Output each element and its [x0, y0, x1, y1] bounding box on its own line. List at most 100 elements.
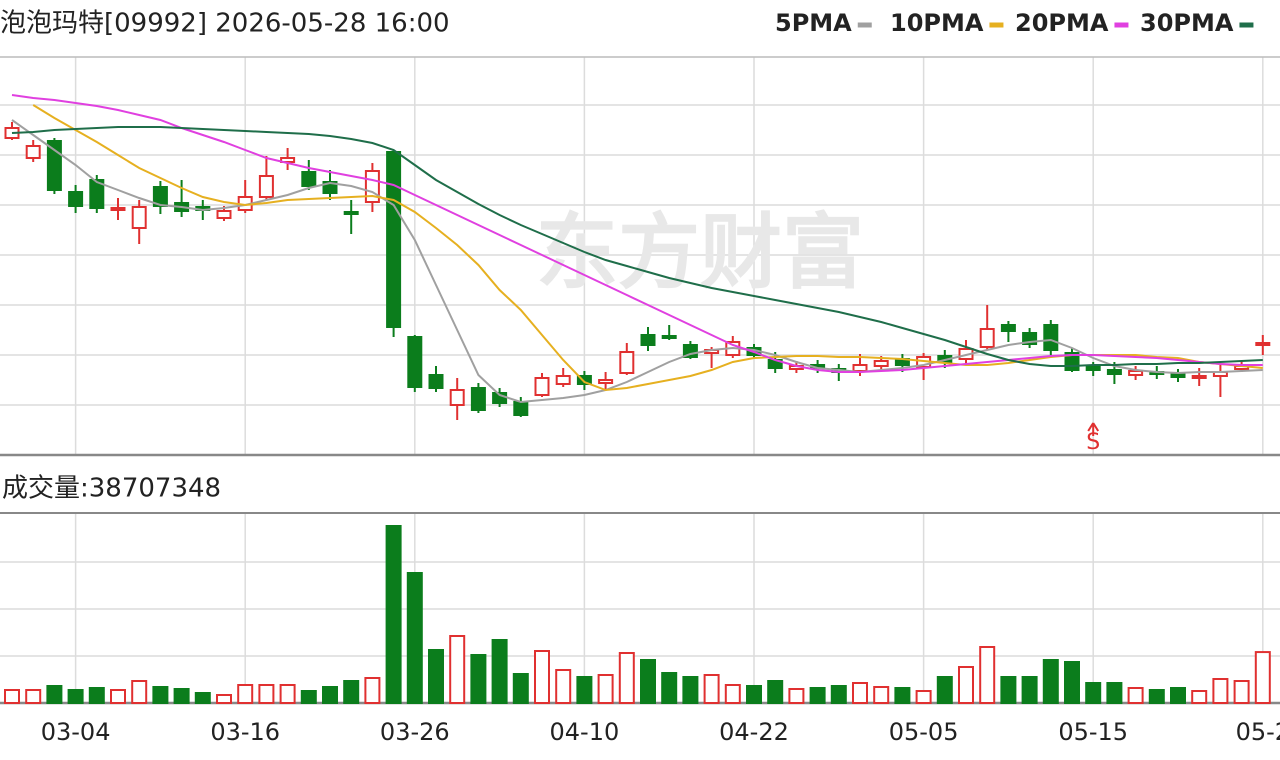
candle-body	[68, 191, 84, 207]
volume-bar	[1000, 676, 1017, 704]
candle-body	[873, 360, 889, 367]
volume-bar	[449, 635, 466, 704]
candle-body	[301, 171, 317, 187]
candle-body	[852, 364, 868, 372]
volume-bar	[915, 690, 932, 704]
candle-body	[470, 387, 486, 411]
x-tick-label: 04-22	[719, 718, 789, 746]
volume-bar	[173, 688, 190, 704]
volume-bar	[279, 684, 296, 704]
x-tick-label: 03-26	[380, 718, 450, 746]
volume-bar	[512, 673, 529, 704]
volume-bar	[1042, 659, 1059, 704]
candle-body	[1000, 324, 1016, 332]
candle-body	[534, 377, 550, 396]
x-tick-label: 05-15	[1058, 718, 1128, 746]
volume-bar	[428, 649, 444, 704]
volume-bar	[534, 650, 550, 704]
candle-body	[555, 375, 571, 385]
x-tick-label: 04-10	[550, 718, 620, 746]
volume-bar	[640, 659, 656, 704]
candle-body	[46, 140, 62, 191]
volume-bar	[216, 694, 232, 704]
candle-body	[110, 207, 126, 211]
volume-bar	[67, 689, 84, 704]
volume-bar	[1212, 678, 1229, 704]
volume-bar	[597, 674, 614, 704]
volume-bar	[618, 652, 635, 704]
volume-bar	[1021, 676, 1038, 704]
volume-bar	[364, 677, 381, 704]
volume-bar	[979, 646, 996, 704]
candle-body	[386, 151, 402, 328]
candle-body	[513, 401, 529, 416]
volume-bar	[682, 676, 699, 704]
volume-bar	[1148, 689, 1165, 704]
candle-body	[1191, 375, 1207, 379]
candle-body	[1128, 370, 1144, 376]
volume-bar	[555, 669, 572, 704]
volume-bar	[88, 687, 105, 704]
marker-label: S	[1086, 430, 1100, 455]
candle-body	[1022, 332, 1038, 345]
candle-body	[131, 206, 147, 229]
volume-bar	[958, 666, 974, 704]
candle-body	[216, 210, 232, 219]
legend-label: 20PMA	[1015, 9, 1109, 37]
x-axis: 03-04 03-16 03-26 04-10 04-22 05-05 05-15 05-2	[41, 718, 1280, 746]
candle-body	[576, 375, 592, 385]
volume-bar	[1127, 687, 1144, 704]
candle-body	[598, 379, 614, 384]
volume-bar	[4, 689, 20, 704]
legend-label: 30PMA	[1140, 9, 1234, 37]
volume-bar	[46, 685, 63, 704]
volume-bar	[746, 685, 762, 704]
volume-bar	[1106, 682, 1123, 704]
volume-bar	[767, 680, 784, 704]
volume-bar	[788, 688, 805, 704]
legend: 5PMA 10PMA 20PMA 30PMA	[775, 9, 1254, 37]
volume-bar	[385, 525, 402, 704]
volume-bar	[1170, 687, 1186, 704]
volume-bar	[809, 687, 826, 704]
volume-bar	[258, 684, 275, 704]
ma-line	[11, 94, 1263, 373]
candle-body	[661, 335, 677, 339]
volume-bar	[1191, 690, 1208, 704]
volume-bar	[873, 686, 890, 704]
grid	[0, 57, 1280, 703]
volume-bar	[661, 672, 678, 704]
volume-bar	[724, 684, 741, 704]
candle-body	[343, 211, 359, 215]
volume-bar	[322, 686, 338, 704]
x-tick-label: 03-16	[210, 718, 280, 746]
volume-bar	[1233, 680, 1250, 704]
volume-bar	[894, 687, 911, 704]
candle-body	[619, 351, 635, 374]
volume-bar	[131, 680, 148, 704]
legend-label: 10PMA	[890, 9, 984, 37]
candle-body	[89, 179, 105, 209]
volume-bar	[491, 639, 508, 704]
ma-line	[11, 126, 1263, 367]
candle-body	[407, 336, 423, 388]
volume-bar	[406, 572, 423, 704]
volume-title: 成交量:38707348	[2, 474, 221, 504]
candle-body	[449, 389, 465, 406]
volume-bar	[110, 689, 126, 704]
candle-body	[640, 334, 656, 346]
x-tick-label: 03-04	[41, 718, 111, 746]
candle-body	[1255, 342, 1271, 346]
candle-body	[25, 145, 41, 159]
candle-body	[979, 328, 995, 348]
volume-bar	[25, 689, 42, 704]
marker-arrow	[1087, 422, 1100, 436]
candle-body	[1170, 373, 1186, 378]
candle-body	[1085, 365, 1101, 371]
legend-label: 5PMA	[775, 9, 852, 37]
volume-bar	[300, 690, 317, 704]
volume-bar	[470, 654, 487, 704]
